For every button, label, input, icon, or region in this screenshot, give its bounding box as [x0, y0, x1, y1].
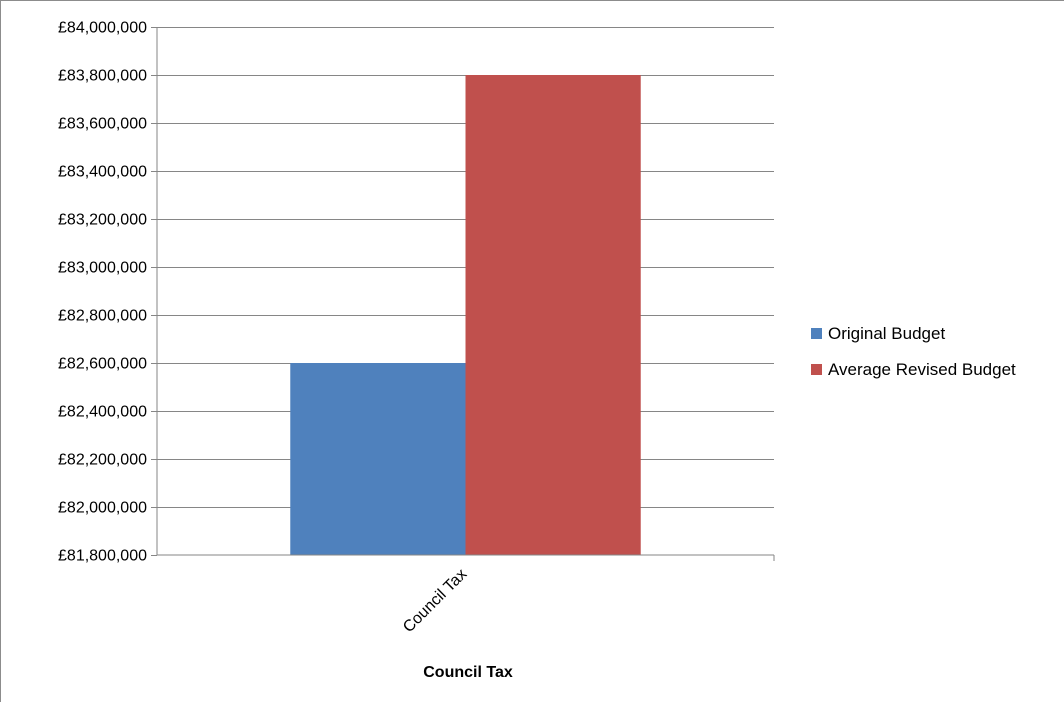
y-tick-label: £83,600,000 [58, 116, 147, 133]
legend-swatch [811, 364, 822, 375]
axes [156, 27, 774, 556]
x-category-labels: Council Tax [400, 566, 470, 636]
legend: Original Budget Average Revised Budget [811, 324, 1016, 379]
x-category-label: Council Tax [400, 566, 470, 636]
bars [290, 75, 641, 555]
y-tick-labels: £81,800,000 £82,000,000 £82,200,000 £82,400… [58, 20, 147, 565]
legend-label: Original Budget [828, 324, 945, 343]
bar-average-revised-budget [465, 75, 641, 555]
y-tick-label: £82,600,000 [58, 356, 147, 373]
y-tick-label: £82,400,000 [58, 404, 147, 421]
bar-original-budget [290, 363, 466, 555]
y-tick-label: £83,400,000 [58, 164, 147, 181]
x-axis-title: Council Tax [423, 664, 513, 681]
y-tick-label: £83,000,000 [58, 260, 147, 277]
legend-label: Average Revised Budget [828, 360, 1016, 379]
y-tick-label: £81,800,000 [58, 548, 147, 565]
y-tick-label: £83,200,000 [58, 212, 147, 229]
y-tick-label: £83,800,000 [58, 68, 147, 85]
legend-swatch [811, 328, 822, 339]
y-tick-label: £82,000,000 [58, 500, 147, 517]
y-tick-label: £84,000,000 [58, 20, 147, 37]
y-tick-label: £82,200,000 [58, 452, 147, 469]
y-tick-label: £82,800,000 [58, 308, 147, 325]
